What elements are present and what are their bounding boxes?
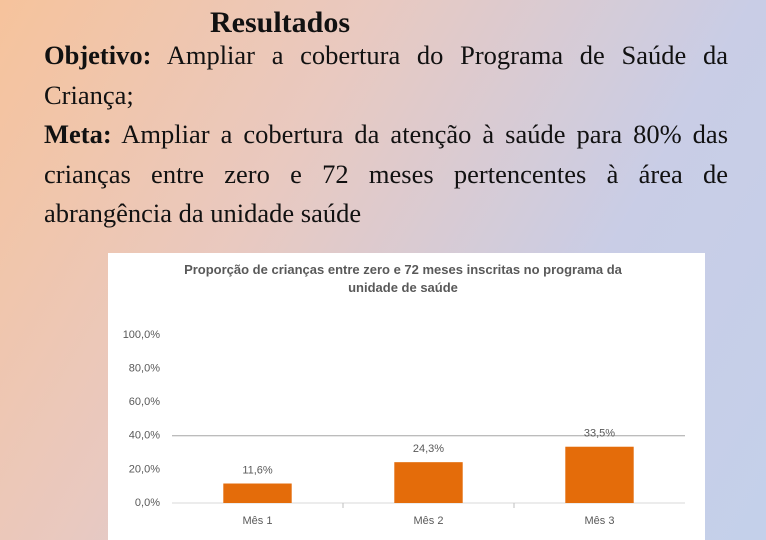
text: Ampliar a cobertura da atenção à saúde p… — [44, 119, 729, 228]
label: Meta: — [44, 119, 112, 149]
y-tick-label: 0,0% — [135, 497, 160, 509]
objective: Objetivo: Ampliar a cobertura do Program… — [44, 36, 728, 115]
value-label: 33,5% — [584, 428, 615, 440]
value-label: 24,3% — [413, 443, 444, 455]
y-tick-label: 100,0% — [123, 329, 161, 341]
bar — [394, 462, 463, 503]
slide-title: Resultados — [210, 6, 351, 39]
value-label: 11,6% — [242, 464, 273, 476]
chart: 0,0% 20,0% 40,0% 60,0% 80,0% 100,0% Mês 1 11,6%… — [123, 329, 685, 527]
chart-title: Proporção de crianças entre zero e 72 me… — [184, 262, 622, 295]
text: Ampliar a cobertura do Programa de Saúde… — [44, 40, 728, 110]
chart-box: Proporção de crianças entre zero e 72 me… — [108, 253, 705, 540]
label: Objetivo: — [44, 40, 152, 70]
y-tick-label: 20,0% — [129, 463, 160, 475]
bar — [565, 446, 634, 503]
x-tick-label: Mês 1 — [243, 515, 273, 527]
y-tick-label: 80,0% — [129, 363, 160, 375]
goal: Meta: Ampliar a cobertura da atenção à s… — [44, 115, 728, 234]
bar — [223, 483, 292, 503]
y-tick-label: 60,0% — [129, 396, 160, 408]
x-tick-label: Mês 3 — [585, 515, 615, 527]
x-tick-label: Mês 2 — [414, 515, 444, 527]
y-tick-label: 40,0% — [129, 430, 160, 442]
